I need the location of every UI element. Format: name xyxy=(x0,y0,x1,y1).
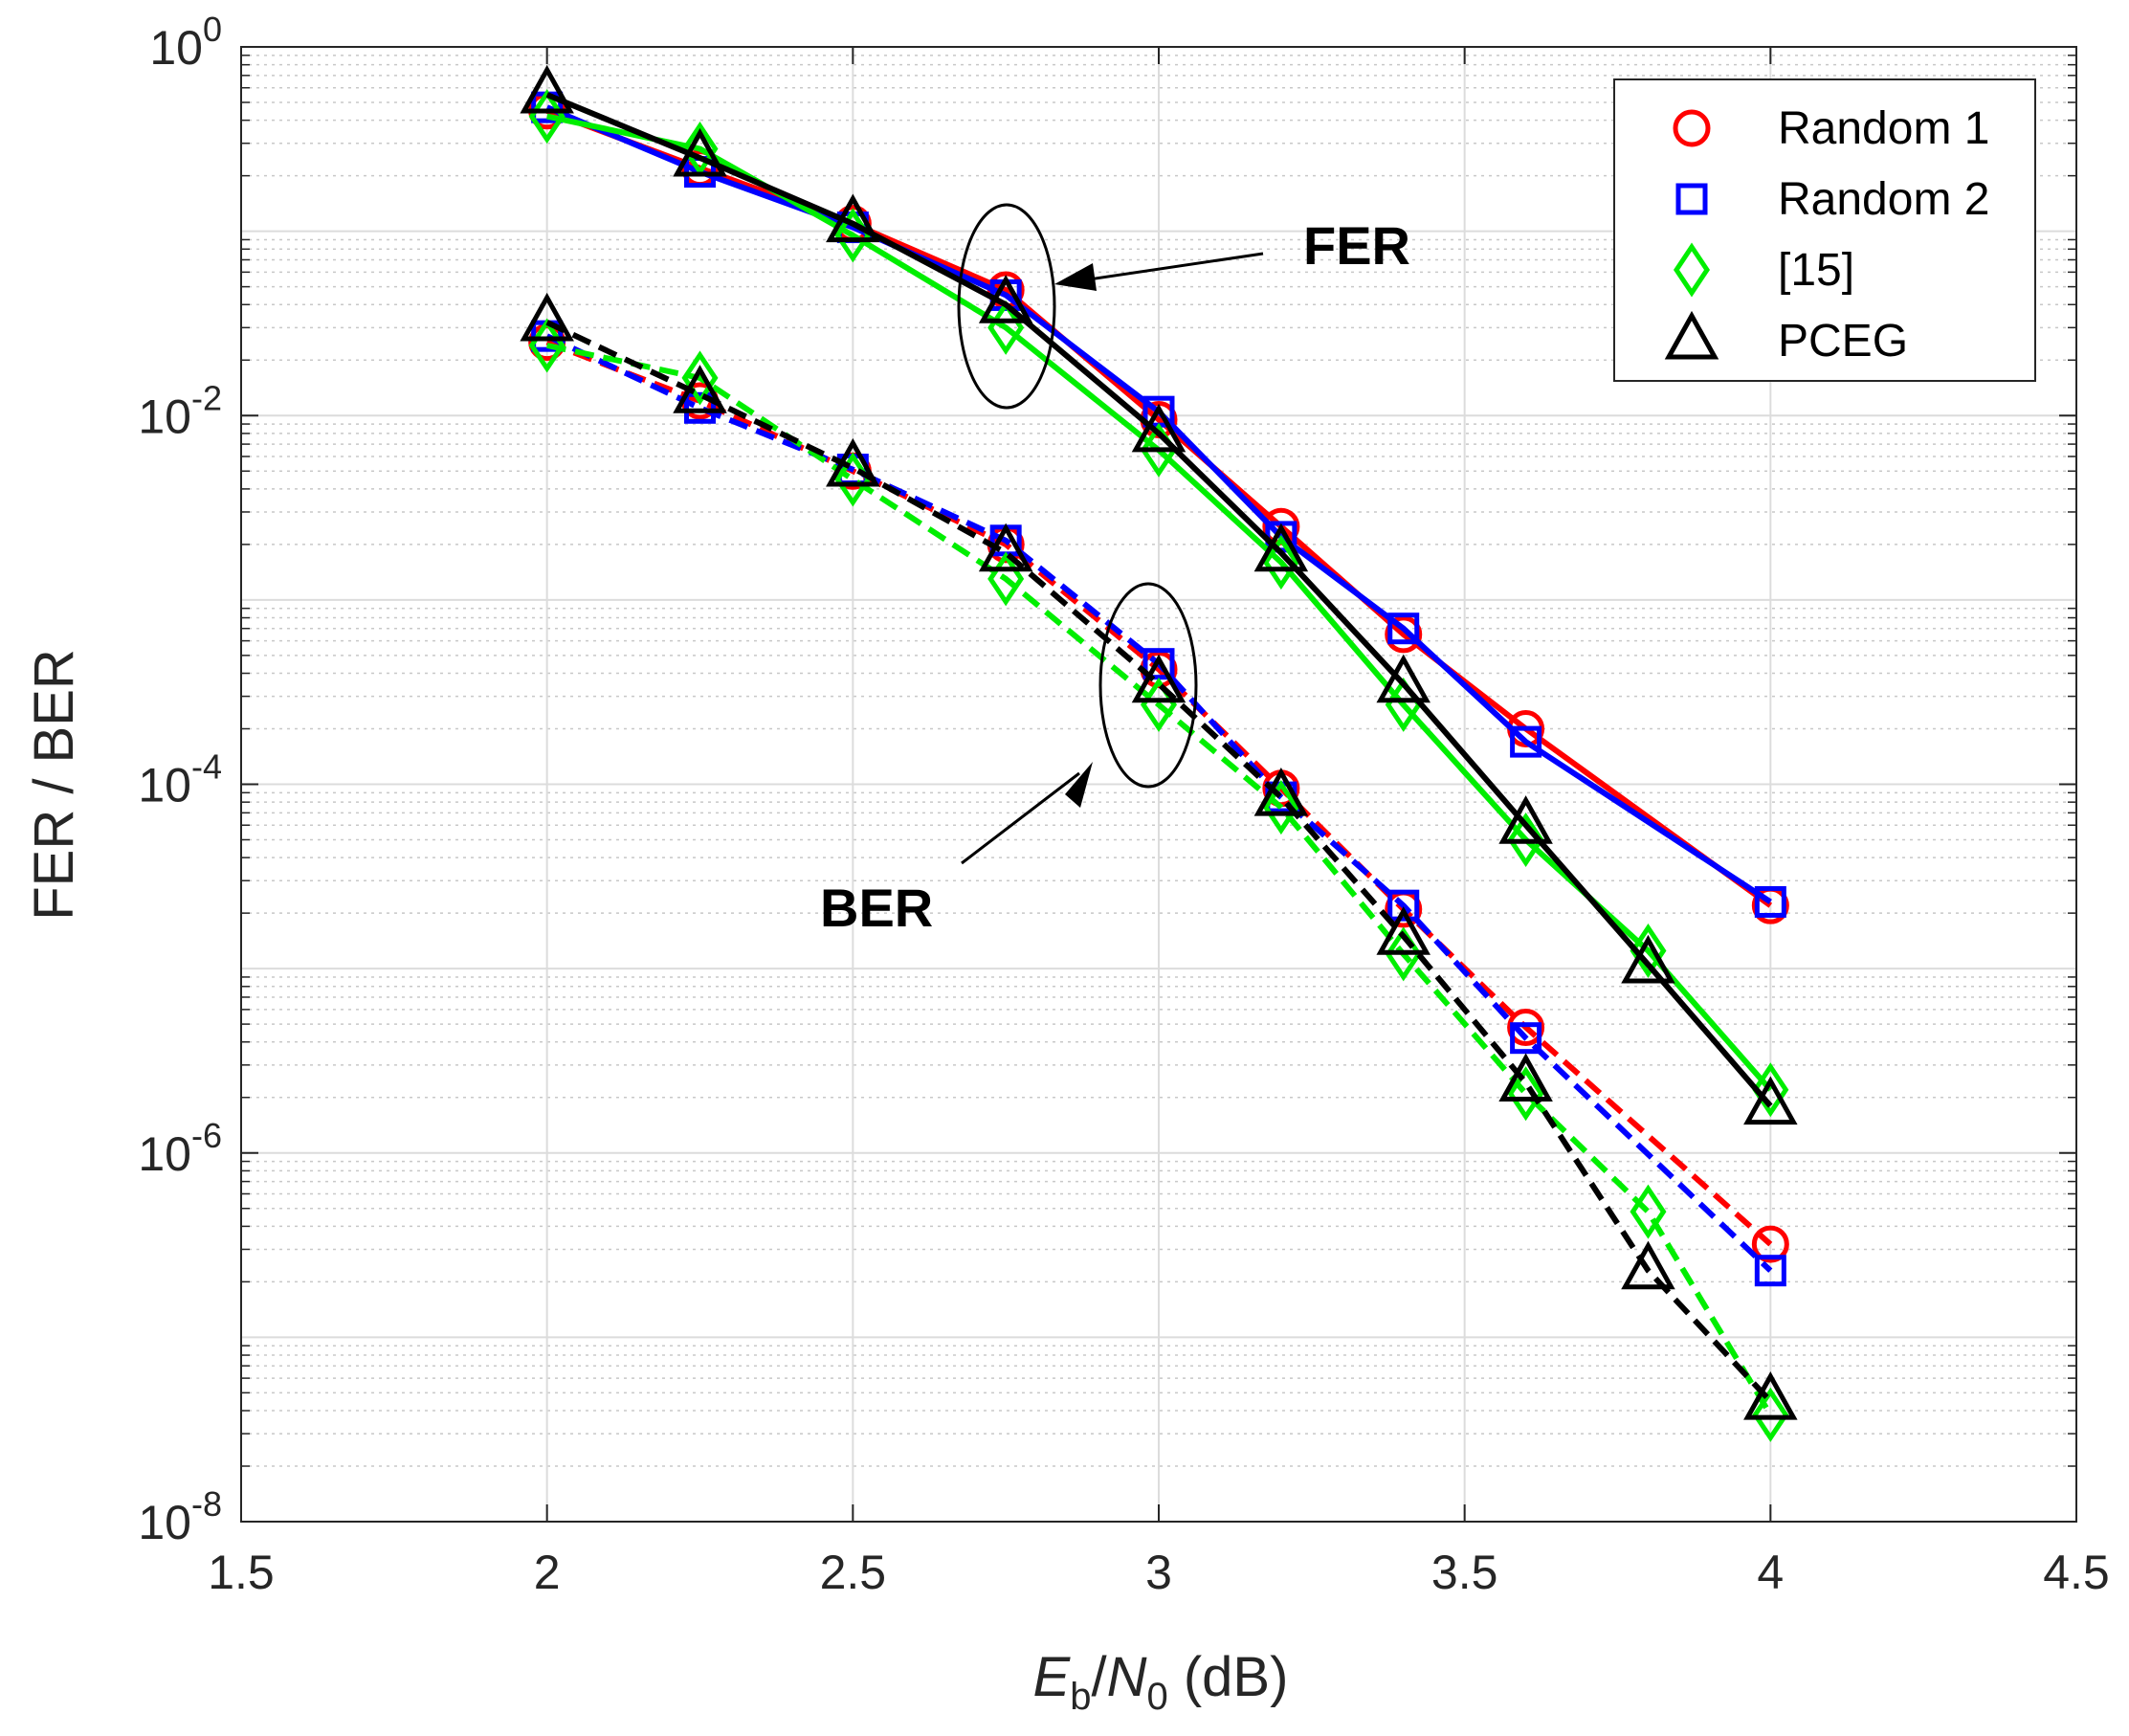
data-point xyxy=(1262,535,1299,590)
y-tick-label: 10-2 xyxy=(138,378,222,443)
data-point xyxy=(520,64,574,114)
data-point xyxy=(1376,654,1430,703)
x-label-slash: / xyxy=(1091,1646,1107,1708)
data-point xyxy=(684,391,716,424)
x-label-n: N xyxy=(1107,1646,1147,1708)
data-point xyxy=(1131,403,1186,453)
fer-arrow-head xyxy=(1054,263,1097,291)
y-tick-label: 10-6 xyxy=(138,1116,222,1181)
y-axis-label: FER / BER xyxy=(23,649,85,921)
legend-label-random2: Random 2 xyxy=(1778,174,1989,225)
data-point xyxy=(1752,1062,1789,1118)
x-tick-label: 3.5 xyxy=(1431,1546,1498,1599)
x-tick-label: 2.5 xyxy=(820,1546,887,1599)
legend-marker xyxy=(1673,109,1711,147)
x-tick-label: 4 xyxy=(1757,1546,1784,1599)
fer-annotation-ellipse xyxy=(957,203,1056,410)
y-tick-label: 10-4 xyxy=(138,747,222,812)
data-point xyxy=(826,193,880,243)
x-tick-label: 3 xyxy=(1145,1546,1172,1599)
legend-label-pceg: PCEG xyxy=(1778,316,1908,367)
y-tick-base: 10 xyxy=(138,1127,191,1181)
data-point xyxy=(1507,1066,1544,1122)
series-line xyxy=(545,107,1773,908)
data-point xyxy=(1253,523,1309,572)
series-line xyxy=(545,339,1773,1247)
data-point xyxy=(1630,923,1667,978)
x-label-e: E xyxy=(1033,1646,1072,1708)
data-series xyxy=(520,64,1798,1442)
data-point xyxy=(978,523,1033,572)
data-point xyxy=(1743,1076,1798,1125)
data-point xyxy=(1376,906,1430,955)
ber-annotation-label: BER xyxy=(820,878,933,938)
annotations: FER BER xyxy=(820,203,1410,938)
data-point xyxy=(1253,767,1309,816)
data-point xyxy=(1621,1240,1675,1290)
data-point xyxy=(1387,889,1420,922)
data-point xyxy=(1510,1022,1542,1055)
legend-marker xyxy=(1675,183,1708,215)
legend: Random 1 Random 2 [15] PCEG xyxy=(1613,78,2036,382)
y-tick-exponent: 0 xyxy=(203,10,222,49)
data-point xyxy=(1754,1255,1786,1287)
data-point xyxy=(1754,885,1786,918)
ber-annotation-ellipse xyxy=(1098,582,1198,789)
data-point xyxy=(1507,1009,1545,1047)
data-point xyxy=(673,365,727,413)
y-tick-exponent: -6 xyxy=(191,1116,222,1155)
data-point xyxy=(1262,780,1299,835)
ber-annotation-arrow xyxy=(961,771,1080,865)
y-tick-base: 10 xyxy=(138,1496,191,1549)
series-line xyxy=(546,343,1773,1416)
y-tick-label: 10-8 xyxy=(138,1484,222,1549)
series-fer-pceg xyxy=(520,64,1798,1125)
data-point xyxy=(1743,1371,1798,1420)
x-tick-label: 2 xyxy=(534,1546,561,1599)
data-point xyxy=(1510,725,1542,758)
data-point xyxy=(1751,1225,1789,1263)
legend-label-random1: Random 1 xyxy=(1778,103,1989,154)
x-axis-label: Eb/N0 (dB) xyxy=(1033,1646,1289,1718)
x-label-sub-b: b xyxy=(1070,1676,1091,1718)
data-point xyxy=(520,292,574,342)
x-label-sub-0: 0 xyxy=(1147,1676,1168,1718)
data-point xyxy=(1498,795,1553,844)
data-point xyxy=(1385,615,1423,654)
data-point xyxy=(1621,934,1675,984)
data-point xyxy=(826,437,880,487)
data-point xyxy=(1507,812,1544,867)
legend-label-ref15: [15] xyxy=(1778,245,1854,296)
series-ber-pceg xyxy=(520,292,1798,1420)
legend-markers xyxy=(1664,109,1719,360)
y-tick-exponent: -2 xyxy=(191,378,222,417)
legend-marker xyxy=(1664,310,1719,360)
data-point xyxy=(1498,1053,1553,1102)
y-tick-base: 10 xyxy=(149,21,203,75)
y-tick-base: 10 xyxy=(138,759,191,812)
legend-marker xyxy=(1673,242,1711,298)
fer-annotation-arrow xyxy=(1069,252,1264,284)
x-label-unit: (dB) xyxy=(1168,1646,1289,1708)
data-point xyxy=(681,350,719,406)
data-point xyxy=(1131,654,1186,703)
series-line xyxy=(545,92,1773,1108)
data-point xyxy=(1630,1184,1667,1239)
data-point xyxy=(673,127,727,177)
data-point xyxy=(1142,648,1175,680)
y-tick-exponent: -8 xyxy=(191,1484,222,1524)
data-point xyxy=(1752,1387,1789,1442)
y-tick-base: 10 xyxy=(138,389,191,443)
x-tick-label: 1.5 xyxy=(208,1546,275,1599)
fer-annotation-label: FER xyxy=(1303,215,1410,276)
data-point xyxy=(1387,612,1420,645)
x-tick-label: 4.5 xyxy=(2043,1546,2110,1599)
data-point xyxy=(978,275,1033,323)
y-tick-label: 100 xyxy=(149,10,222,75)
ber-arrow-head xyxy=(1065,762,1093,808)
y-tick-exponent: -4 xyxy=(191,747,222,787)
